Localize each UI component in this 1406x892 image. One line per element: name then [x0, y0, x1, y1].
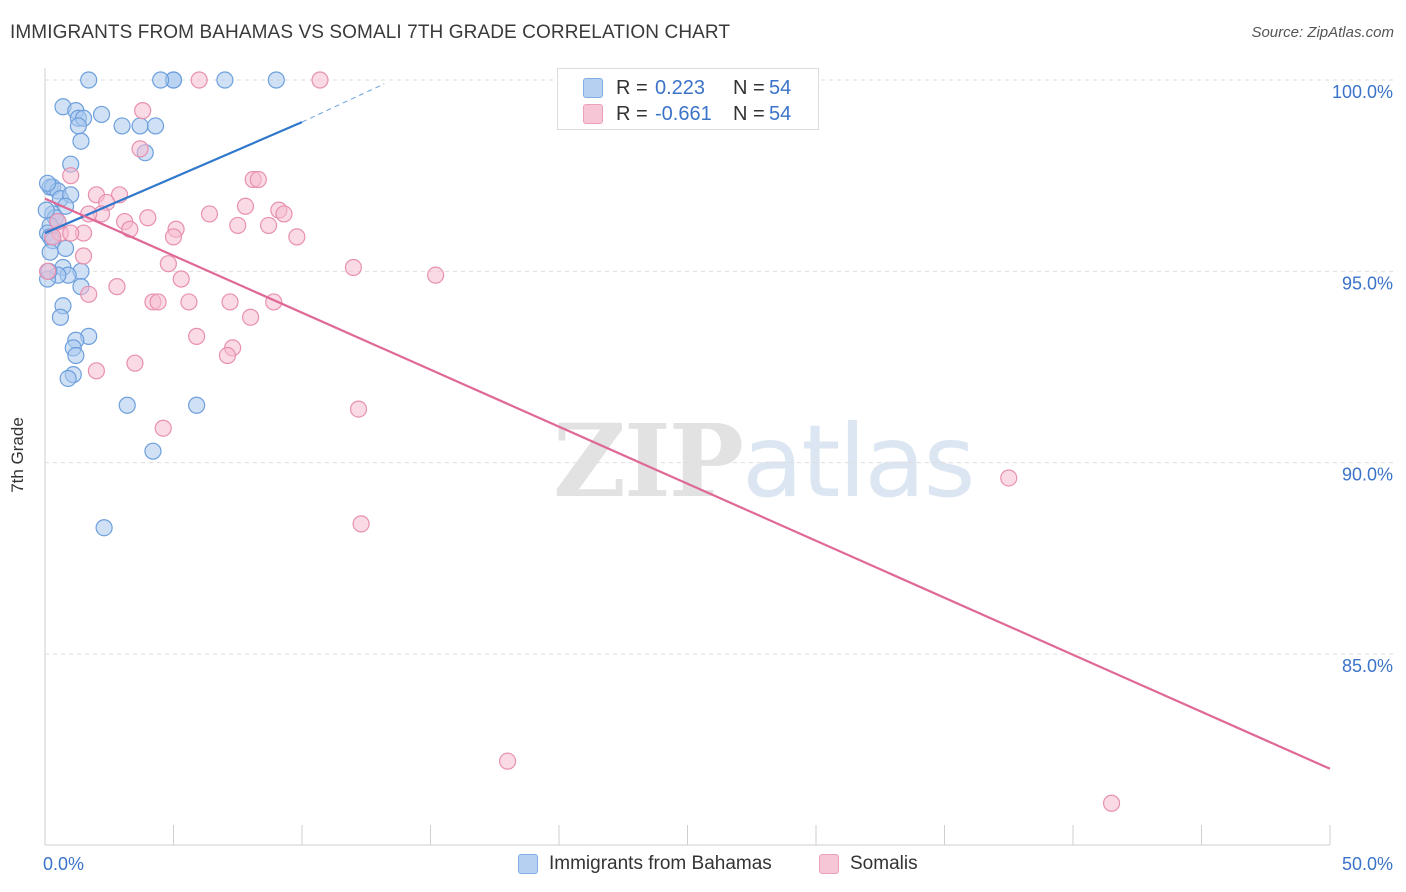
gridlines [45, 79, 1395, 655]
bahamas-point [37, 201, 55, 219]
bahamas-point [188, 396, 206, 414]
somalis-point [62, 167, 80, 185]
tick-labels: 85.0% 90.0% 95.0% 100.0% 0.0% 50.0% [43, 82, 1393, 874]
somalis-trend-line [44, 197, 1331, 770]
bahamas-point [267, 71, 285, 89]
somalis-point [221, 293, 239, 311]
legend-n-value: 54 [769, 102, 792, 125]
trend-lines [44, 83, 1331, 770]
y-tick-label: 90.0% [1342, 465, 1393, 485]
bahamas-point [69, 117, 88, 135]
bahamas-point [38, 174, 57, 192]
somalis-point [344, 258, 362, 277]
somalis-point [74, 247, 93, 265]
somalis-point [427, 266, 445, 284]
legend-r-value: -0.661 [655, 102, 712, 125]
axes [44, 68, 1331, 846]
legend-swatch-bahamas [583, 78, 603, 98]
somalis-point [38, 262, 57, 280]
bahamas-point [113, 117, 131, 135]
bahamas-point [131, 117, 149, 135]
somalis-point [80, 285, 98, 303]
somalis-point [159, 255, 177, 273]
somalis-point [180, 293, 198, 311]
somalis-point [164, 228, 183, 246]
bahamas-point [152, 71, 170, 89]
bottom-legend-label-somalis: Somalis [850, 853, 918, 874]
somalis-point [288, 228, 306, 246]
bahamas-point [67, 346, 85, 365]
legend-r-value: 0.223 [655, 76, 706, 99]
bahamas-trend-extension [301, 83, 385, 123]
bahamas-point [72, 132, 90, 150]
legend-n-label: N = [733, 76, 765, 99]
y-tick-label: 100.0% [1332, 82, 1393, 102]
somalis-point [134, 102, 152, 120]
somalis-point [242, 308, 260, 326]
bottom-legend-swatch-bahamas [518, 854, 538, 874]
bottom-legend-label-bahamas: Immigrants from Bahamas [549, 853, 772, 874]
bahamas-point [92, 105, 111, 124]
somalis-point [249, 170, 267, 189]
somalis-point [149, 293, 167, 311]
somalis-point [87, 362, 106, 380]
somalis-point [311, 71, 329, 89]
legend-r-label: R = [616, 102, 648, 125]
correlation-legend: R = 0.223 N = 54 R = -0.661 N = 54 [557, 68, 819, 130]
bahamas-point [144, 442, 162, 460]
source-label: Source: ZipAtlas.com [1251, 24, 1394, 41]
somalis-point [126, 354, 144, 372]
y-tick-label: 95.0% [1342, 273, 1393, 293]
y-tick-label: 85.0% [1342, 656, 1393, 676]
x-tick-label: 50.0% [1342, 854, 1393, 874]
bottom-legend-somalis: Somalis [819, 852, 918, 876]
bahamas-point [95, 519, 113, 537]
somalis-point [108, 278, 126, 296]
x-tick-label: 0.0% [43, 854, 84, 874]
watermark-atlas: atlas [741, 403, 976, 520]
legend-swatch-somalis [583, 104, 603, 124]
somalis-point [139, 209, 157, 227]
somalis-point [62, 224, 80, 242]
somalis-point [188, 327, 206, 345]
bahamas-point [51, 308, 70, 326]
somalis-point [172, 270, 190, 288]
somalis-point [154, 419, 172, 437]
bahamas-trend-line [44, 121, 303, 235]
somalis-point [349, 400, 368, 418]
series-somalis-points [38, 71, 1121, 812]
somalis-point [352, 515, 370, 533]
bahamas-point [80, 71, 98, 89]
bahamas-point [146, 117, 165, 135]
legend-n-label: N = [733, 102, 765, 125]
bahamas-point [118, 396, 136, 414]
bottom-legend-bahamas: Immigrants from Bahamas [518, 852, 772, 876]
bottom-legend-swatch-somalis [819, 854, 839, 874]
bahamas-point [41, 243, 59, 261]
somalis-point [218, 346, 237, 365]
chart-title: IMMIGRANTS FROM BAHAMAS VS SOMALI 7TH GR… [10, 22, 731, 43]
y-axis-label: 7th Grade [8, 417, 27, 493]
somalis-point [200, 205, 219, 223]
watermark: ZIPatlas [553, 402, 976, 520]
somalis-point [1000, 469, 1018, 487]
legend-n-value: 54 [769, 76, 792, 99]
somalis-point [229, 216, 247, 235]
somalis-point [275, 205, 293, 223]
somalis-point [190, 71, 208, 89]
bahamas-point [59, 369, 77, 388]
watermark-zip: ZIP [553, 402, 744, 520]
somalis-point [236, 197, 255, 215]
somalis-point [499, 752, 517, 770]
somalis-point [259, 216, 278, 235]
legend-r-label: R = [616, 76, 648, 99]
bahamas-point [56, 239, 75, 257]
somalis-point [131, 140, 149, 158]
bahamas-point [216, 71, 234, 89]
somalis-point [1102, 794, 1121, 812]
